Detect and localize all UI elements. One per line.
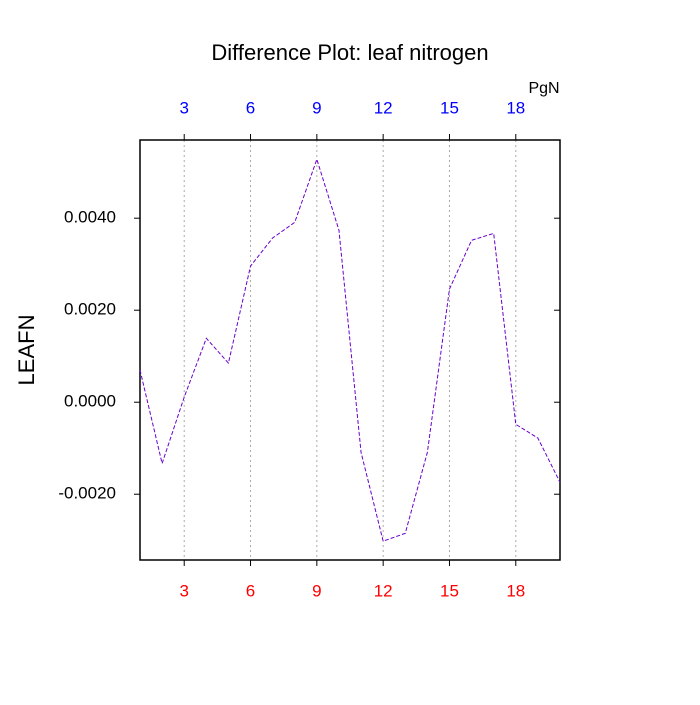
x-tick-label: 6: [246, 581, 255, 600]
chart-title: Difference Plot: leaf nitrogen: [211, 40, 488, 65]
x-tick-label: 15: [440, 581, 459, 600]
y-tick-label: 0.0020: [64, 300, 116, 319]
x-tick-label: 3: [179, 581, 188, 600]
data-line: [139, 157, 561, 542]
y-tick-label: 0.0000: [64, 392, 116, 411]
x-tick-label-top: 15: [440, 98, 459, 117]
x-tick-label-top: 6: [246, 98, 255, 117]
x-tick-label: 9: [312, 581, 321, 600]
x-tick-label-top: 3: [179, 98, 188, 117]
x-tick-label: 18: [506, 581, 525, 600]
plot-frame: [139, 139, 561, 561]
x-tick-label-top: 18: [506, 98, 525, 117]
x-tick-label-top: 12: [374, 98, 393, 117]
top-axis-label: PgN: [528, 80, 559, 97]
y-tick-label: 0.0040: [64, 208, 116, 227]
y-axis-label: LEAFN: [14, 315, 39, 386]
x-tick-label: 12: [374, 581, 393, 600]
x-tick-label-top: 9: [312, 98, 321, 117]
y-tick-label: -0.0020: [58, 484, 116, 503]
